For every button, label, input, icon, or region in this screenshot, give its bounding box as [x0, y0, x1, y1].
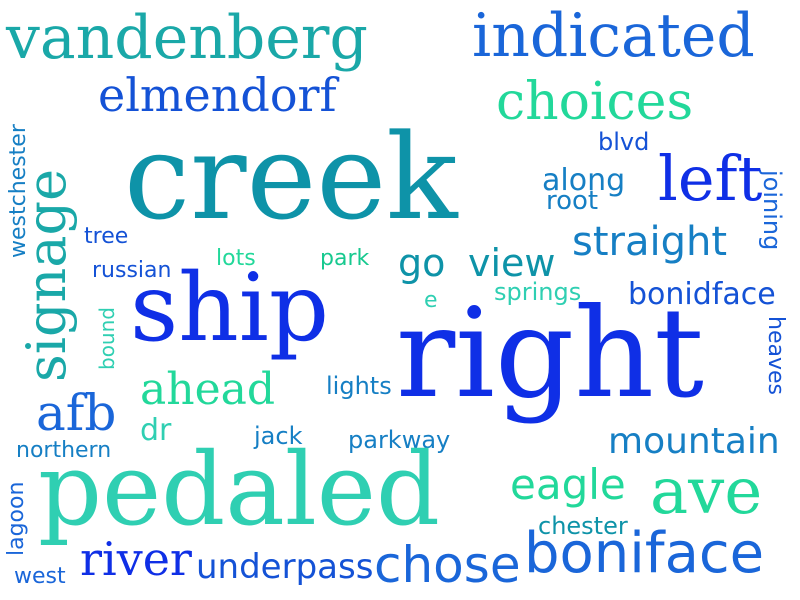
- word-heaves: heaves: [763, 316, 788, 395]
- word-choices: choices: [496, 72, 694, 132]
- word-mountain: mountain: [608, 421, 780, 462]
- word-joining: joining: [758, 170, 786, 251]
- word-view: view: [468, 241, 556, 285]
- word-bonidface: bonidface: [628, 277, 776, 312]
- word-blvd: blvd: [598, 128, 650, 156]
- word-left: left: [658, 142, 763, 215]
- word-dr: dr: [140, 413, 172, 448]
- word-northern: northern: [16, 438, 112, 463]
- word-bound: bound: [95, 307, 119, 370]
- word-go: go: [398, 241, 446, 285]
- word-springs: springs: [494, 278, 582, 306]
- word-pedaled: pedaled: [38, 431, 441, 548]
- word-e: e: [424, 288, 438, 313]
- word-signage: signage: [15, 168, 78, 382]
- word-boniface: boniface: [524, 521, 765, 586]
- word-creek: creek: [124, 108, 458, 246]
- word-underpass: underpass: [196, 547, 374, 587]
- word-ahead: ahead: [140, 364, 276, 415]
- word-tree: tree: [84, 224, 129, 249]
- word-river: river: [80, 532, 192, 586]
- word-afb: afb: [36, 384, 117, 442]
- word-chose: chose: [374, 536, 521, 594]
- word-west: west: [14, 564, 66, 589]
- word-elmendorf: elmendorf: [98, 68, 337, 122]
- word-root: root: [546, 186, 599, 216]
- word-ave: ave: [650, 455, 763, 529]
- word-russian: russian: [92, 258, 172, 283]
- word-chester: chester: [538, 512, 628, 540]
- word-ship: ship: [130, 254, 330, 363]
- word-park: park: [320, 246, 370, 271]
- word-straight: straight: [572, 219, 728, 265]
- word-along: along: [542, 163, 626, 198]
- word-eagle: eagle: [510, 460, 626, 509]
- word-jack: jack: [254, 422, 303, 450]
- word-lagoon: lagoon: [4, 481, 29, 556]
- word-indicated: indicated: [472, 1, 755, 71]
- word-right: right: [396, 282, 705, 426]
- word-lights: lights: [326, 372, 392, 400]
- word-lots: lots: [216, 246, 256, 271]
- word-vandenberg: vandenberg: [6, 3, 368, 73]
- word-parkway: parkway: [348, 426, 451, 454]
